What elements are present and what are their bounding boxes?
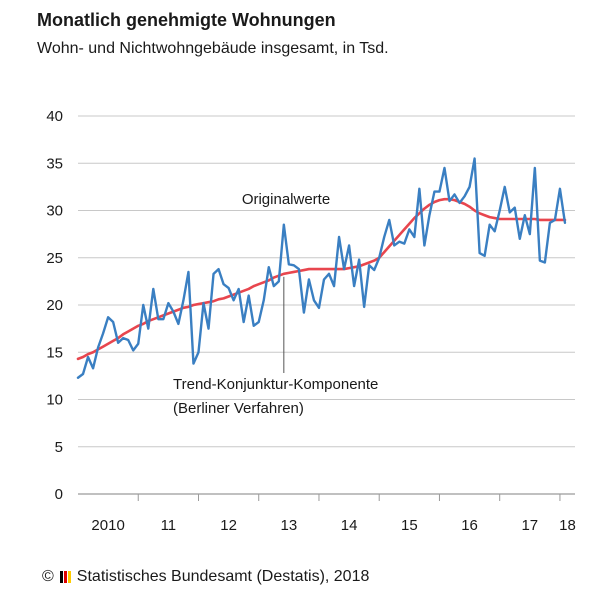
x-tick-label: 11	[161, 517, 177, 534]
copyright-symbol: ©	[42, 568, 54, 585]
chart-title: Monatlich genehmigte Wohnungen	[37, 10, 336, 30]
annotation-trend-line2: (Berliner Verfahren)	[173, 400, 304, 417]
x-tick-label: 17	[521, 517, 538, 534]
destatis-logo-icon	[59, 571, 71, 583]
y-tick-label: 0	[55, 486, 63, 503]
x-tick-label: 12	[220, 517, 237, 534]
y-tick-label: 15	[46, 344, 63, 361]
y-tick-label: 40	[46, 108, 63, 125]
original-series-line	[76, 157, 567, 379]
source-note: © Statistisches Bundesamt (Destatis), 20…	[42, 568, 369, 586]
x-tick-label: 15	[401, 517, 418, 534]
line-chart: 0 5 10 15 20 25 30 35 40 2010 11 12 13 14 15 16 17 18 Orig…	[46, 108, 576, 534]
annotation-trend-line1: Trend-Konjunktur-Komponente	[173, 376, 378, 393]
x-tick-label: 18	[559, 517, 576, 534]
y-tick-label: 20	[46, 297, 63, 314]
y-tick-label: 30	[46, 203, 63, 220]
x-tick-label: 2010	[91, 517, 124, 534]
y-tick-label: 5	[55, 439, 63, 456]
x-tick-label: 16	[461, 517, 478, 534]
y-tick-label: 25	[46, 250, 63, 267]
trend-series-line	[76, 197, 567, 361]
y-tick-label: 35	[46, 155, 63, 172]
x-tick-label: 13	[281, 517, 298, 534]
y-tick-label: 10	[46, 392, 63, 409]
chart-subtitle: Wohn- und Nichtwohngebäude insgesamt, in…	[37, 40, 389, 57]
annotation-originalwerte: Originalwerte	[242, 191, 330, 208]
x-tick-label: 14	[341, 517, 358, 534]
source-text: Statistisches Bundesamt (Destatis), 2018	[76, 568, 370, 585]
